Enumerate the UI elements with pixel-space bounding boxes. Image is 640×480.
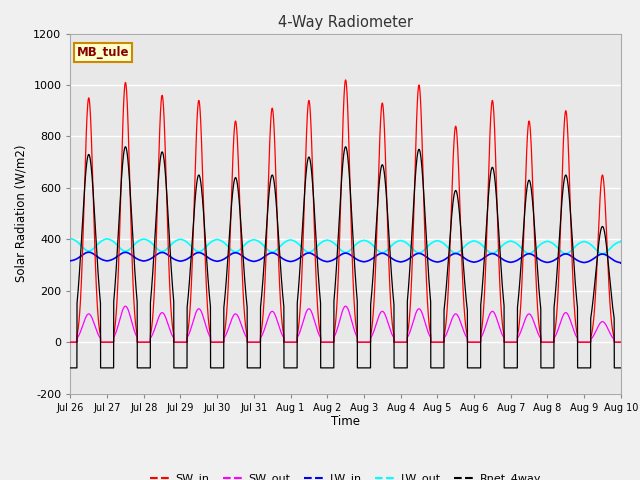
- LW_in: [325, 258, 333, 264]
- Rnet_4way: [122, 144, 129, 150]
- Title: 4-Way Radiometer: 4-Way Radiometer: [278, 15, 413, 30]
- LW_out: [438, 240, 446, 245]
- LW_out: [616, 239, 624, 245]
- SW_in: [325, 339, 333, 345]
- SW_in: [166, 274, 173, 279]
- Rnet_4way: [616, 365, 624, 371]
- LW_in: [469, 259, 477, 265]
- SW_in: [469, 339, 477, 345]
- SW_out: [166, 325, 173, 331]
- SW_in: [342, 77, 349, 83]
- SW_out: [500, 339, 508, 345]
- Rnet_4way: [617, 365, 625, 371]
- SW_out: [67, 339, 74, 345]
- SW_out: [469, 339, 477, 345]
- SW_in: [67, 339, 74, 345]
- X-axis label: Time: Time: [331, 415, 360, 429]
- LW_out: [469, 238, 477, 244]
- LW_out: [598, 251, 606, 257]
- SW_in: [617, 339, 625, 345]
- Text: MB_tule: MB_tule: [77, 46, 129, 59]
- Rnet_4way: [469, 365, 477, 371]
- SW_in: [500, 339, 508, 345]
- LW_out: [166, 244, 173, 250]
- Rnet_4way: [325, 365, 333, 371]
- Line: SW_in: SW_in: [70, 80, 621, 342]
- SW_out: [617, 339, 625, 345]
- LW_in: [85, 249, 93, 255]
- SW_in: [438, 339, 446, 345]
- Line: LW_out: LW_out: [70, 239, 621, 254]
- SW_out: [122, 303, 129, 309]
- LW_out: [617, 238, 625, 244]
- LW_in: [438, 258, 446, 264]
- LW_in: [67, 258, 74, 264]
- Rnet_4way: [438, 365, 446, 371]
- Rnet_4way: [166, 236, 173, 241]
- Rnet_4way: [500, 365, 508, 371]
- SW_out: [616, 339, 624, 345]
- LW_in: [616, 260, 624, 265]
- Line: SW_out: SW_out: [70, 306, 621, 342]
- LW_in: [617, 260, 625, 266]
- SW_out: [438, 339, 446, 345]
- LW_in: [166, 253, 173, 259]
- SW_in: [616, 339, 624, 345]
- LW_out: [67, 236, 74, 241]
- Line: Rnet_4way: Rnet_4way: [70, 147, 621, 368]
- LW_out: [325, 238, 333, 243]
- LW_out: [500, 241, 508, 247]
- LW_in: [500, 257, 508, 263]
- Legend: SW_in, SW_out, LW_in, LW_out, Rnet_4way: SW_in, SW_out, LW_in, LW_out, Rnet_4way: [146, 469, 545, 480]
- Line: LW_in: LW_in: [70, 252, 621, 263]
- SW_out: [325, 339, 333, 345]
- Rnet_4way: [67, 365, 74, 371]
- Y-axis label: Solar Radiation (W/m2): Solar Radiation (W/m2): [15, 145, 28, 282]
